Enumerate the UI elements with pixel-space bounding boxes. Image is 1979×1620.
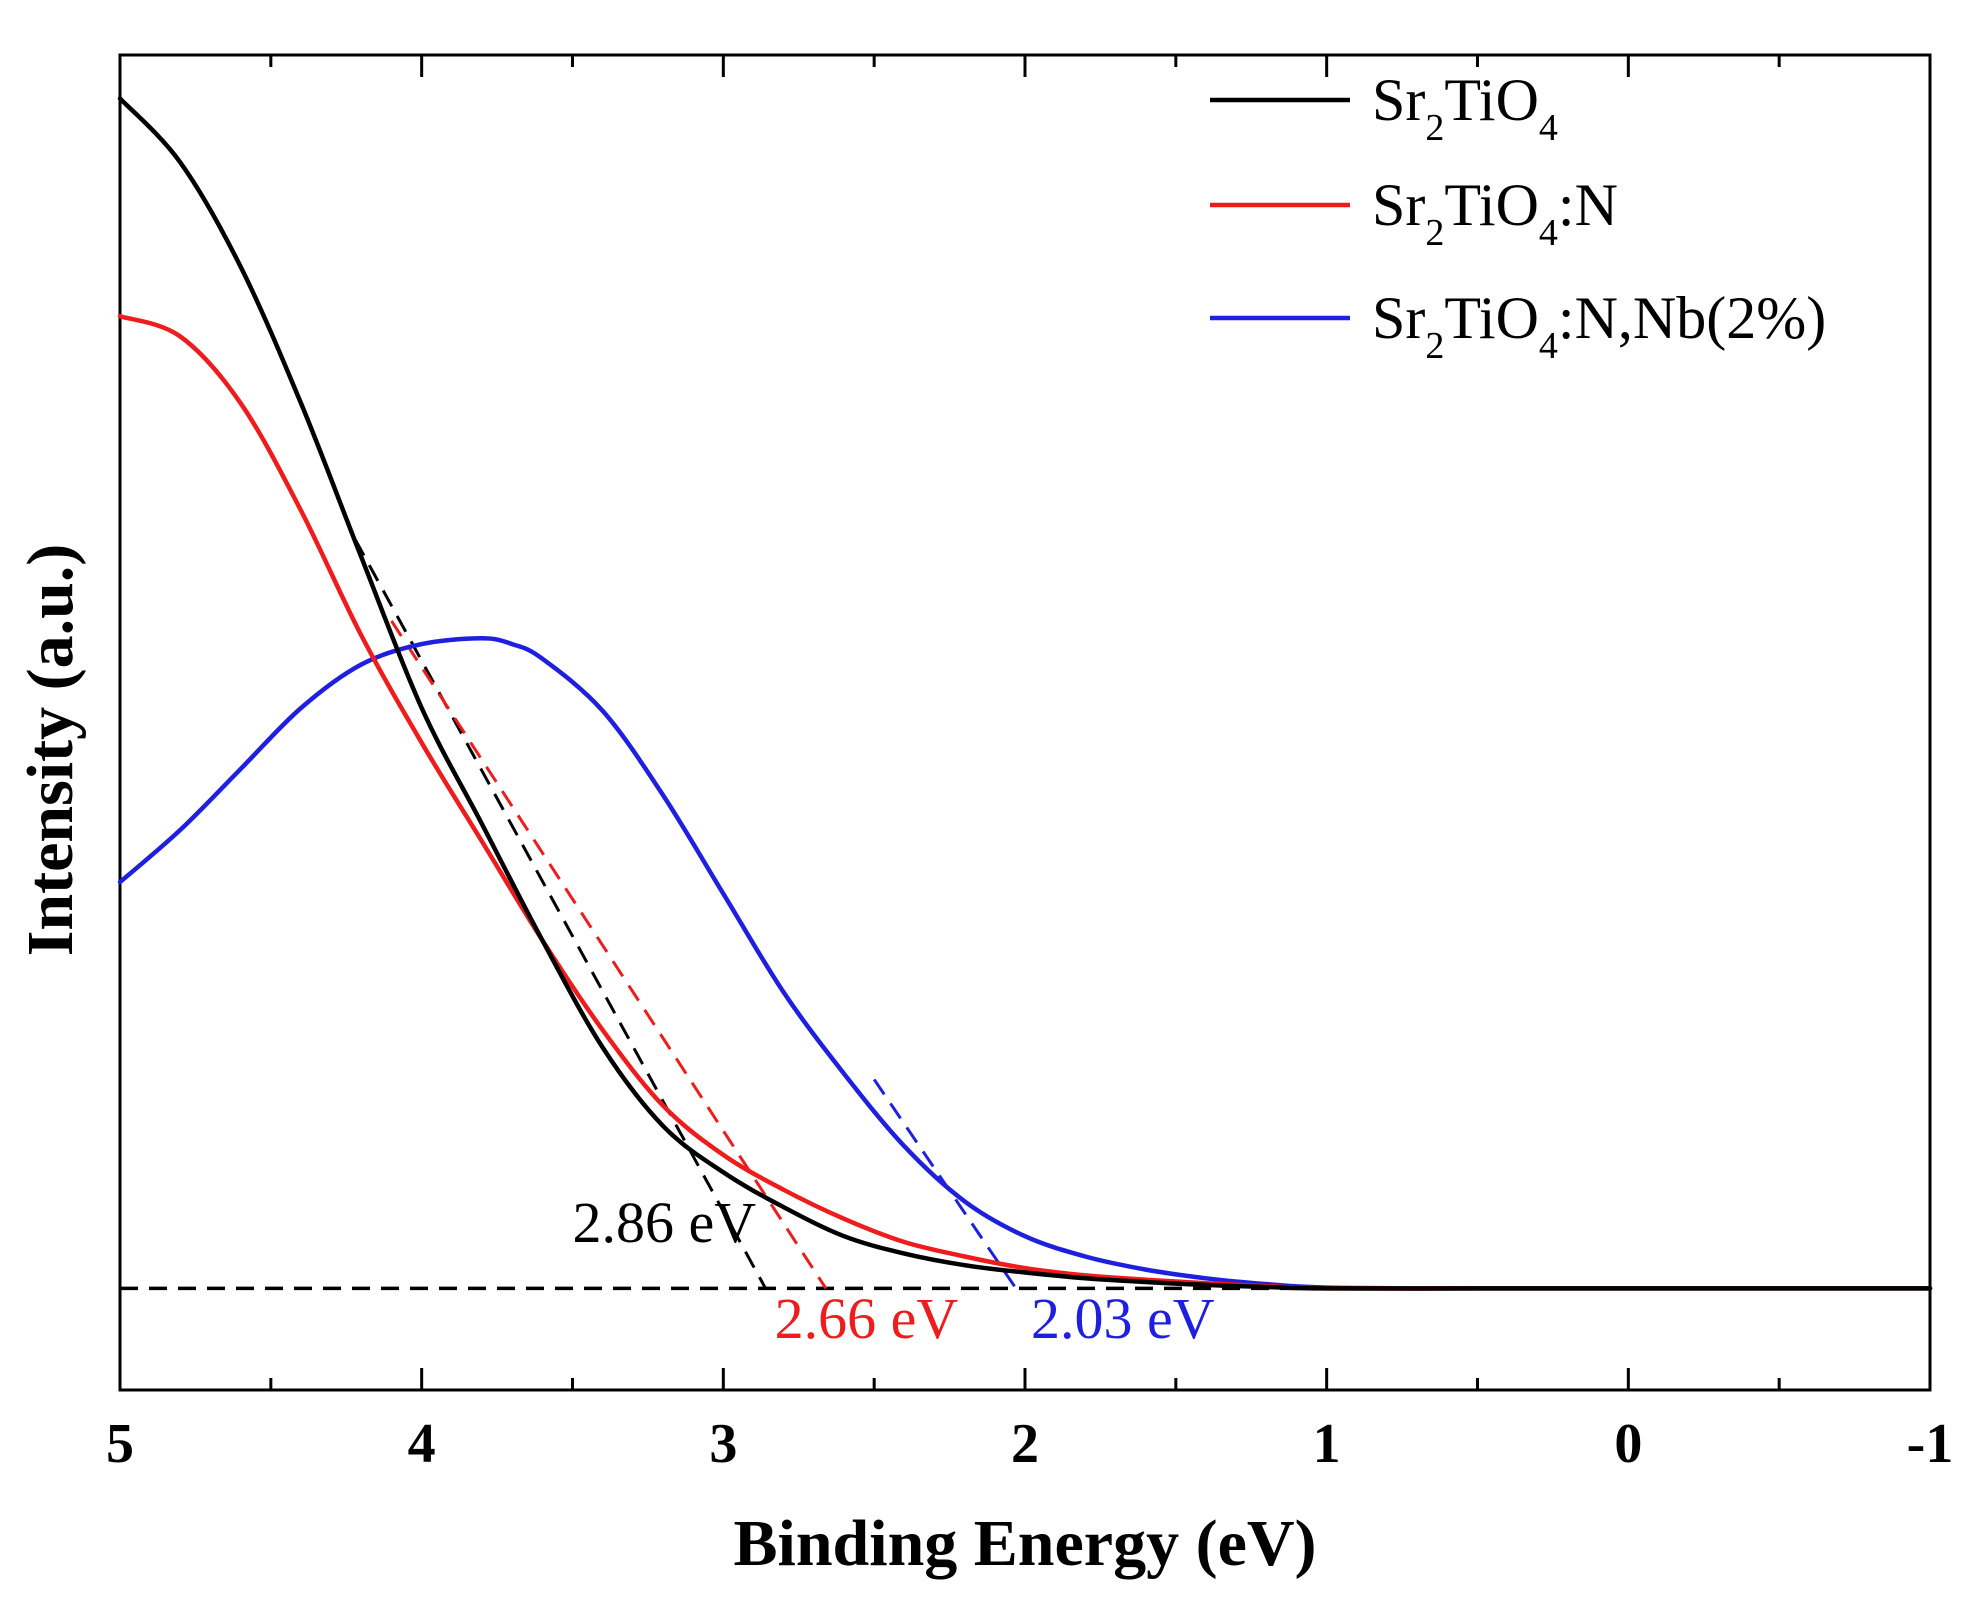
legend-text-part: :N [1558, 172, 1618, 238]
annotation-layer: 2.86 eV 2.66 eV 2.03 eV [573, 1190, 1215, 1351]
x-tick-label: 5 [106, 1413, 134, 1475]
legend-text-part: Sr [1372, 285, 1425, 351]
value-annotation: 2.03 eV [1031, 1286, 1215, 1351]
x-axis-title: Binding Energy (eV) [733, 1507, 1316, 1580]
legend-text-part: Sr [1372, 172, 1425, 238]
x-tick-label: 1 [1313, 1413, 1341, 1475]
legend-text-part: TiO [1444, 67, 1539, 133]
legend-text-part: :N,Nb(2%) [1558, 285, 1826, 351]
legend-label: Sr2TiO4 [1372, 67, 1558, 149]
series-line [117, 313, 1933, 1291]
legend-subscript: 4 [1539, 107, 1558, 149]
legend-subscript: 4 [1539, 212, 1558, 254]
x-tick-label: 0 [1614, 1413, 1642, 1475]
plot-frame [118, 53, 1932, 1392]
legend-label: Sr2TiO4:N,Nb(2%) [1372, 285, 1826, 367]
series-layer [117, 96, 1933, 1291]
x-tick-label: 4 [408, 1413, 436, 1475]
x-tick-label: 3 [709, 1413, 737, 1475]
legend-subscript: 2 [1425, 325, 1444, 367]
legend-subscript: 2 [1425, 107, 1444, 149]
value-annotation: 2.66 eV [775, 1286, 959, 1351]
y-axis-title: Intensity (a.u.) [14, 544, 87, 957]
x-tick-label: 2 [1011, 1413, 1039, 1475]
tangent-line [353, 538, 767, 1290]
value-annotation: 2.86 eV [573, 1190, 757, 1255]
legend-label: Sr2TiO4:N [1372, 172, 1618, 254]
legend-text-part: Sr [1372, 67, 1425, 133]
x-tick-label: -1 [1907, 1413, 1954, 1475]
legend-subscript: 2 [1425, 212, 1444, 254]
axes-layer: 5 4 3 2 1 0 -1 [106, 53, 1954, 1475]
tangent-line [390, 620, 828, 1290]
legend-text-part: TiO [1444, 172, 1539, 238]
legend-subscript: 4 [1539, 325, 1558, 367]
legend-text-part: TiO [1444, 285, 1539, 351]
series-line [117, 96, 1933, 1291]
series-line [117, 636, 1933, 1291]
